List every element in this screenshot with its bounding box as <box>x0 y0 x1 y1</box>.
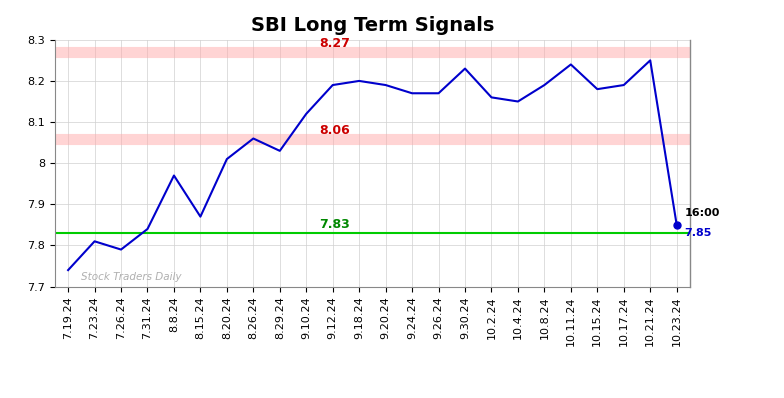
Title: SBI Long Term Signals: SBI Long Term Signals <box>251 16 494 35</box>
Text: 16:00: 16:00 <box>684 207 720 218</box>
Text: 8.06: 8.06 <box>319 124 350 137</box>
Text: 8.27: 8.27 <box>319 37 350 51</box>
Text: Stock Traders Daily: Stock Traders Daily <box>82 273 182 283</box>
Text: 7.83: 7.83 <box>319 219 350 232</box>
Text: 7.85: 7.85 <box>684 228 712 238</box>
